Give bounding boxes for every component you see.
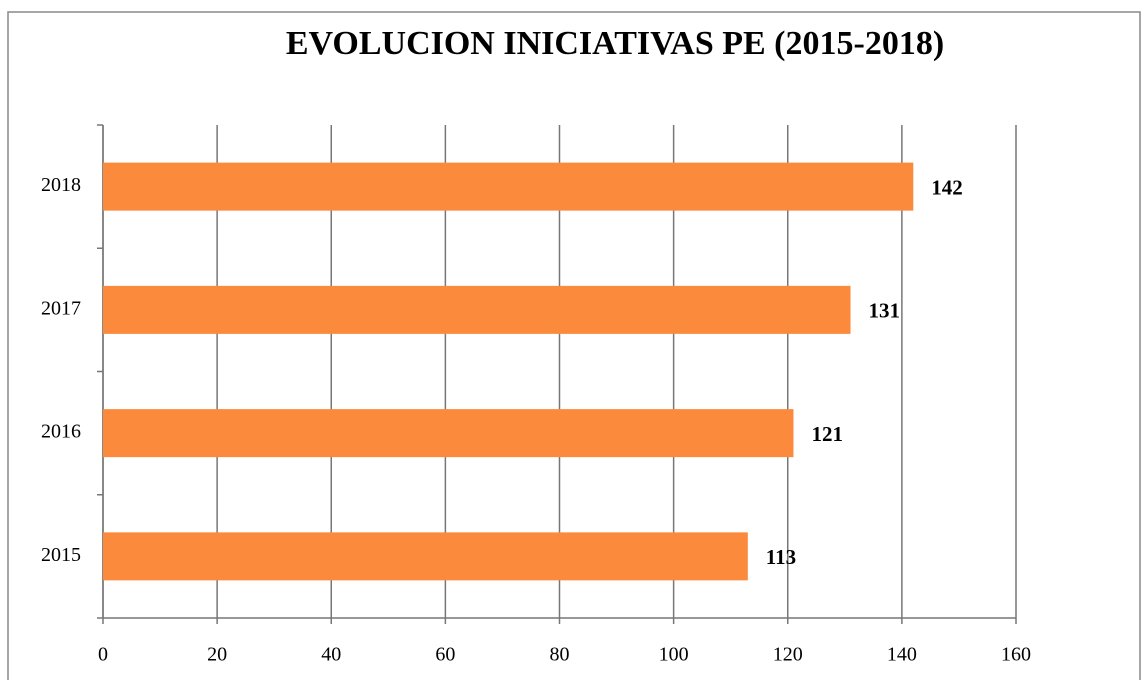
- y-tick-label: 2017: [41, 297, 81, 319]
- y-tick-label: 2015: [41, 544, 81, 566]
- y-tick-label: 2018: [41, 174, 81, 196]
- bar: [103, 285, 851, 334]
- x-tick-label: 100: [659, 644, 689, 666]
- x-tick-label: 20: [207, 644, 227, 666]
- x-tick-label: 60: [435, 644, 455, 666]
- chart-frame: [7, 11, 1141, 680]
- value-label: 121: [811, 422, 843, 446]
- x-tick-label: 80: [550, 644, 570, 666]
- x-tick-label: 160: [1001, 644, 1031, 666]
- bar: [103, 409, 794, 458]
- y-tick-label: 2016: [41, 421, 81, 443]
- x-tick-label: 140: [887, 644, 917, 666]
- value-label: 113: [766, 545, 796, 569]
- value-label: 142: [931, 175, 963, 199]
- x-tick-label: 120: [773, 644, 803, 666]
- x-tick-label: 40: [321, 644, 341, 666]
- bar: [103, 532, 748, 581]
- value-label: 131: [869, 299, 901, 323]
- x-tick-label: 0: [98, 644, 108, 666]
- chart-title: EVOLUCION INICIATIVAS PE (2015-2018): [286, 25, 944, 62]
- bar: [103, 162, 914, 211]
